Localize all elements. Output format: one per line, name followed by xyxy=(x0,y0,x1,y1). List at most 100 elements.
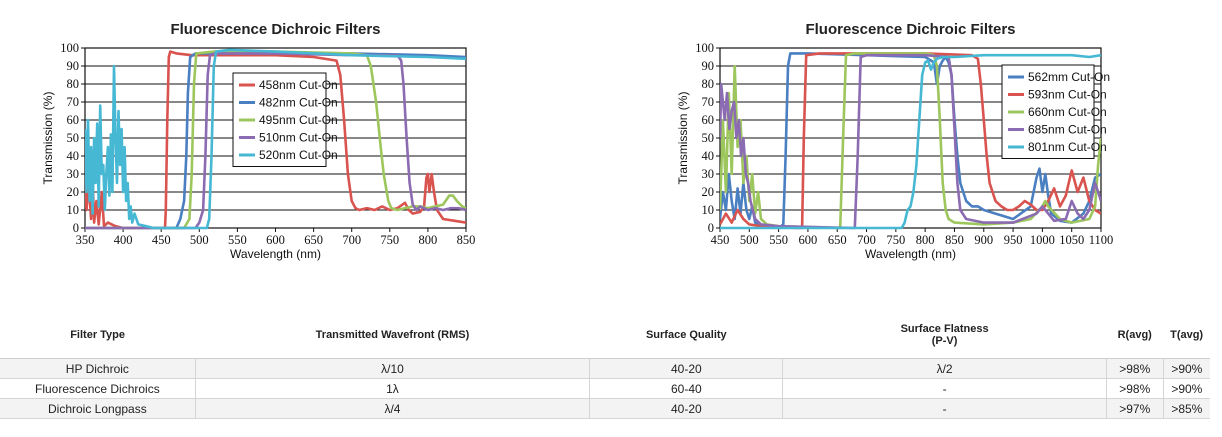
cell-filter-type: Dichroic Longpass xyxy=(0,398,196,419)
chart-title: Fluorescence Dichroic Filters xyxy=(805,21,1015,38)
x-tick-label: 900 xyxy=(974,233,993,247)
legend-label: 660nm Cut-On xyxy=(1028,105,1107,119)
cell-r-avg: >97% xyxy=(1106,398,1164,419)
y-tick-label: 30 xyxy=(702,167,715,181)
cell-surface-quality: 60-40 xyxy=(589,378,784,399)
y-tick-label: 60 xyxy=(67,113,80,127)
header-t-avg: T(avg) xyxy=(1163,312,1210,359)
y-tick-label: 50 xyxy=(702,131,715,145)
cell-wavefront: 1λ xyxy=(195,378,591,399)
cell-t-avg: >90% xyxy=(1163,358,1210,379)
series-line-562mm-cut-on xyxy=(720,52,1101,230)
specs-table: Filter Type Transmitted Wavefront (RMS) … xyxy=(0,312,1210,419)
x-tick-label: 600 xyxy=(266,233,285,247)
header-transmitted-wavefront: Transmitted Wavefront (RMS) xyxy=(195,312,590,359)
series-line-520nm-cut-on xyxy=(85,48,466,230)
cell-filter-type: Fluorescence Dichroics xyxy=(0,378,196,399)
y-tick-label: 80 xyxy=(702,77,715,91)
x-tick-label: 550 xyxy=(769,233,788,247)
y-tick-label: 40 xyxy=(702,149,715,163)
cell-r-avg: >98% xyxy=(1106,358,1164,379)
legend-label: 510nm Cut-On xyxy=(259,131,338,145)
x-axis-label: Wavelength (nm) xyxy=(230,247,321,261)
x-tick-label: 1100 xyxy=(1089,233,1114,247)
legend-label: 593nm Cut-On xyxy=(1028,88,1107,102)
x-tick-label: 450 xyxy=(152,233,171,247)
legend-label: 520nm Cut-On xyxy=(259,148,338,162)
x-tick-label: 500 xyxy=(190,233,209,247)
y-tick-label: 20 xyxy=(702,185,715,199)
series-line-510nm-cut-on xyxy=(85,52,466,230)
x-tick-label: 700 xyxy=(857,233,876,247)
chart-right: Fluorescence Dichroic Filters 0 10 20 30 40 50… xyxy=(611,0,1222,300)
y-tick-label: 100 xyxy=(695,41,714,55)
x-tick-label: 650 xyxy=(828,233,847,247)
y-tick-label: 30 xyxy=(67,167,80,181)
y-tick-label: 40 xyxy=(67,149,80,163)
legend-label: 801nm Cut-On xyxy=(1028,140,1107,154)
x-tick-label: 950 xyxy=(1004,233,1023,247)
cell-surface-quality: 40-20 xyxy=(589,398,784,419)
chart-svg: Fluorescence Dichroic Filters 0 10 20 30 40 50… xyxy=(676,21,1114,261)
cell-surface-flatness: - xyxy=(782,398,1107,419)
x-tick-label: 500 xyxy=(740,233,759,247)
x-tick-label: 1050 xyxy=(1059,233,1084,247)
x-tick-label: 600 xyxy=(799,233,818,247)
y-tick-label: 60 xyxy=(702,113,715,127)
series-line-495nm-cut-on xyxy=(85,50,466,230)
legend-label: 495nm Cut-On xyxy=(259,113,338,127)
y-tick-label: 90 xyxy=(67,59,80,73)
x-tick-label: 700 xyxy=(342,233,361,247)
y-tick-label: 10 xyxy=(702,203,715,217)
x-tick-label: 1000 xyxy=(1030,233,1055,247)
series-line-458nm-cut-on xyxy=(85,50,466,230)
cell-surface-flatness: λ/2 xyxy=(782,358,1107,379)
x-tick-label: 800 xyxy=(916,233,935,247)
y-tick-label: 50 xyxy=(67,131,80,145)
chart-left: Fluorescence Dichroic Filters 0 10 20 30 40 50… xyxy=(0,0,600,300)
header-surface-flatness: Surface Flatness (P-V) xyxy=(782,312,1107,359)
x-tick-label: 750 xyxy=(380,233,399,247)
x-tick-label: 850 xyxy=(945,233,964,247)
header-filter-type: Filter Type xyxy=(0,312,196,359)
cell-t-avg: >90% xyxy=(1163,378,1210,399)
table-row: HP Dichroic λ/10 40-20 λ/2 >98% >90% xyxy=(0,358,1210,379)
y-axis-label: Transmission (%) xyxy=(676,92,690,185)
x-tick-label: 750 xyxy=(886,233,905,247)
legend-label: 562mm Cut-On xyxy=(1028,70,1110,84)
x-tick-label: 400 xyxy=(114,233,133,247)
y-tick-label: 10 xyxy=(67,203,80,217)
table-header-row: Filter Type Transmitted Wavefront (RMS) … xyxy=(0,312,1210,359)
cell-filter-type: HP Dichroic xyxy=(0,358,196,379)
y-tick-label: 70 xyxy=(67,95,80,109)
table-row: Fluorescence Dichroics 1λ 60-40 - >98% >… xyxy=(0,378,1210,399)
y-tick-label: 90 xyxy=(702,59,715,73)
x-tick-label: 350 xyxy=(76,233,95,247)
y-tick-label: 0 xyxy=(708,221,714,235)
chart-svg: Fluorescence Dichroic Filters 0 10 20 30 40 50… xyxy=(41,21,476,261)
cell-wavefront: λ/10 xyxy=(195,358,591,379)
y-tick-label: 80 xyxy=(67,77,80,91)
y-tick-label: 100 xyxy=(60,41,79,55)
series-line-801nm-cut-on xyxy=(720,53,1101,230)
cell-wavefront: λ/4 xyxy=(195,398,591,419)
legend-label: 685nm Cut-On xyxy=(1028,123,1107,137)
x-tick-label: 850 xyxy=(457,233,476,247)
y-axis-label: Transmission (%) xyxy=(41,92,55,185)
x-tick-label: 450 xyxy=(711,233,730,247)
table-row: Dichroic Longpass λ/4 40-20 - >97% >85% xyxy=(0,398,1210,419)
cell-r-avg: >98% xyxy=(1106,378,1164,399)
y-tick-label: 70 xyxy=(702,95,715,109)
cell-surface-quality: 40-20 xyxy=(589,358,784,379)
x-tick-label: 550 xyxy=(228,233,247,247)
y-tick-label: 20 xyxy=(67,185,80,199)
chart-title: Fluorescence Dichroic Filters xyxy=(170,21,380,38)
y-tick-label: 0 xyxy=(73,221,79,235)
header-surface-quality: Surface Quality xyxy=(589,312,783,359)
x-tick-label: 650 xyxy=(304,233,323,247)
header-r-avg: R(avg) xyxy=(1106,312,1164,359)
x-axis-label: Wavelength (nm) xyxy=(865,247,956,261)
legend-label: 482nm Cut-On xyxy=(259,96,338,110)
legend-label: 458nm Cut-On xyxy=(259,78,338,92)
cell-surface-flatness: - xyxy=(782,378,1107,399)
